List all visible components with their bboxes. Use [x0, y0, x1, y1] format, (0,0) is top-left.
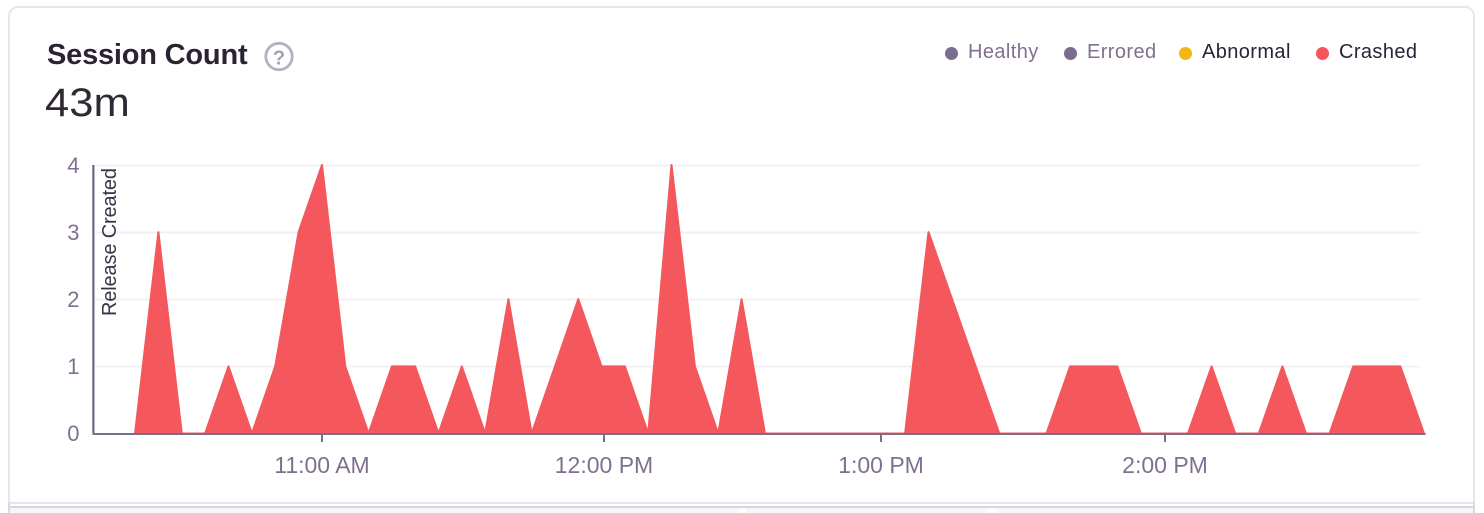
svg-text:2: 2 [67, 287, 79, 312]
svg-text:4: 4 [67, 153, 79, 178]
svg-text:1: 1 [67, 354, 79, 379]
svg-text:1:00 PM: 1:00 PM [838, 452, 924, 478]
svg-text:11:00 AM: 11:00 AM [274, 452, 369, 478]
svg-text:?: ? [273, 48, 285, 70]
svg-text:Release Created: Release Created [99, 168, 121, 316]
svg-text:2:00 PM: 2:00 PM [1122, 452, 1208, 478]
svg-text:3: 3 [67, 220, 79, 245]
svg-text:12:00 PM: 12:00 PM [555, 452, 653, 478]
svg-text:0: 0 [67, 421, 79, 446]
